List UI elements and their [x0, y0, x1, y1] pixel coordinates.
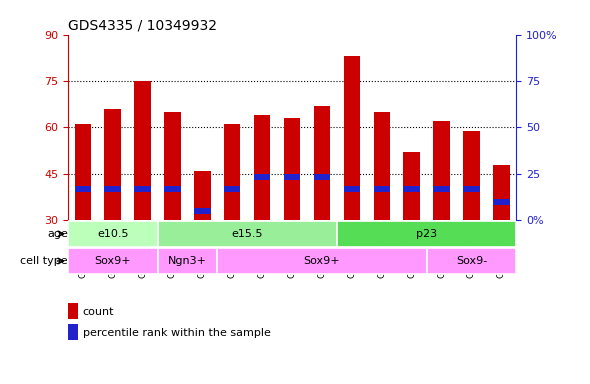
Bar — [164, 112, 181, 220]
Bar — [493, 165, 510, 220]
Bar — [74, 186, 91, 192]
Text: age: age — [47, 229, 68, 239]
Bar — [68, 248, 158, 274]
Bar — [164, 186, 181, 192]
Bar — [433, 186, 450, 192]
Text: p23: p23 — [416, 229, 437, 239]
Bar — [224, 186, 241, 192]
Text: percentile rank within the sample: percentile rank within the sample — [83, 328, 270, 338]
Bar — [463, 186, 480, 192]
Text: e15.5: e15.5 — [231, 229, 263, 239]
Bar — [158, 221, 337, 247]
Text: count: count — [83, 307, 114, 317]
Bar — [68, 221, 158, 247]
Bar — [314, 174, 330, 180]
Bar — [284, 118, 300, 220]
Bar — [373, 112, 390, 220]
Bar — [463, 131, 480, 220]
Bar — [373, 186, 390, 192]
Text: e10.5: e10.5 — [97, 229, 129, 239]
Bar — [343, 56, 360, 220]
Bar — [314, 106, 330, 220]
Bar — [337, 221, 516, 247]
Bar — [104, 186, 121, 192]
Bar — [427, 248, 516, 274]
Bar — [404, 186, 420, 192]
Bar — [254, 174, 270, 180]
Bar — [194, 208, 211, 214]
Text: GDS4335 / 10349932: GDS4335 / 10349932 — [68, 18, 217, 32]
Bar — [404, 152, 420, 220]
Text: cell type: cell type — [20, 256, 68, 266]
Bar — [224, 124, 241, 220]
Bar — [135, 81, 151, 220]
Text: Sox9+: Sox9+ — [94, 256, 131, 266]
Text: Sox9+: Sox9+ — [304, 256, 340, 266]
Bar — [433, 121, 450, 220]
Bar — [74, 124, 91, 220]
Bar — [104, 109, 121, 220]
Bar — [194, 171, 211, 220]
Bar — [343, 186, 360, 192]
Text: Ngn3+: Ngn3+ — [168, 256, 207, 266]
Text: Sox9-: Sox9- — [456, 256, 487, 266]
Bar — [493, 199, 510, 205]
Bar — [284, 174, 300, 180]
Bar — [135, 186, 151, 192]
Bar — [254, 115, 270, 220]
Bar — [158, 248, 217, 274]
Bar — [217, 248, 427, 274]
